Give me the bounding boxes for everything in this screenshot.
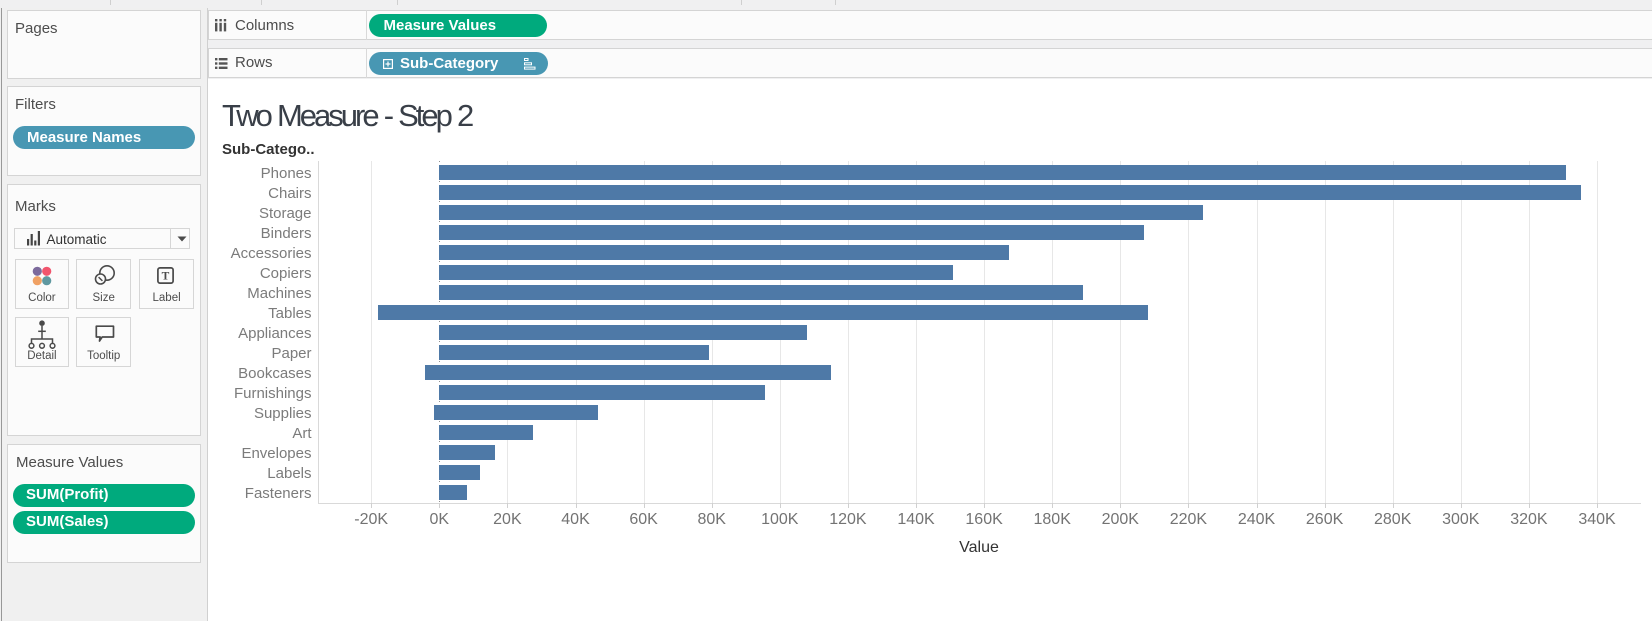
svg-text:T: T (161, 271, 169, 283)
